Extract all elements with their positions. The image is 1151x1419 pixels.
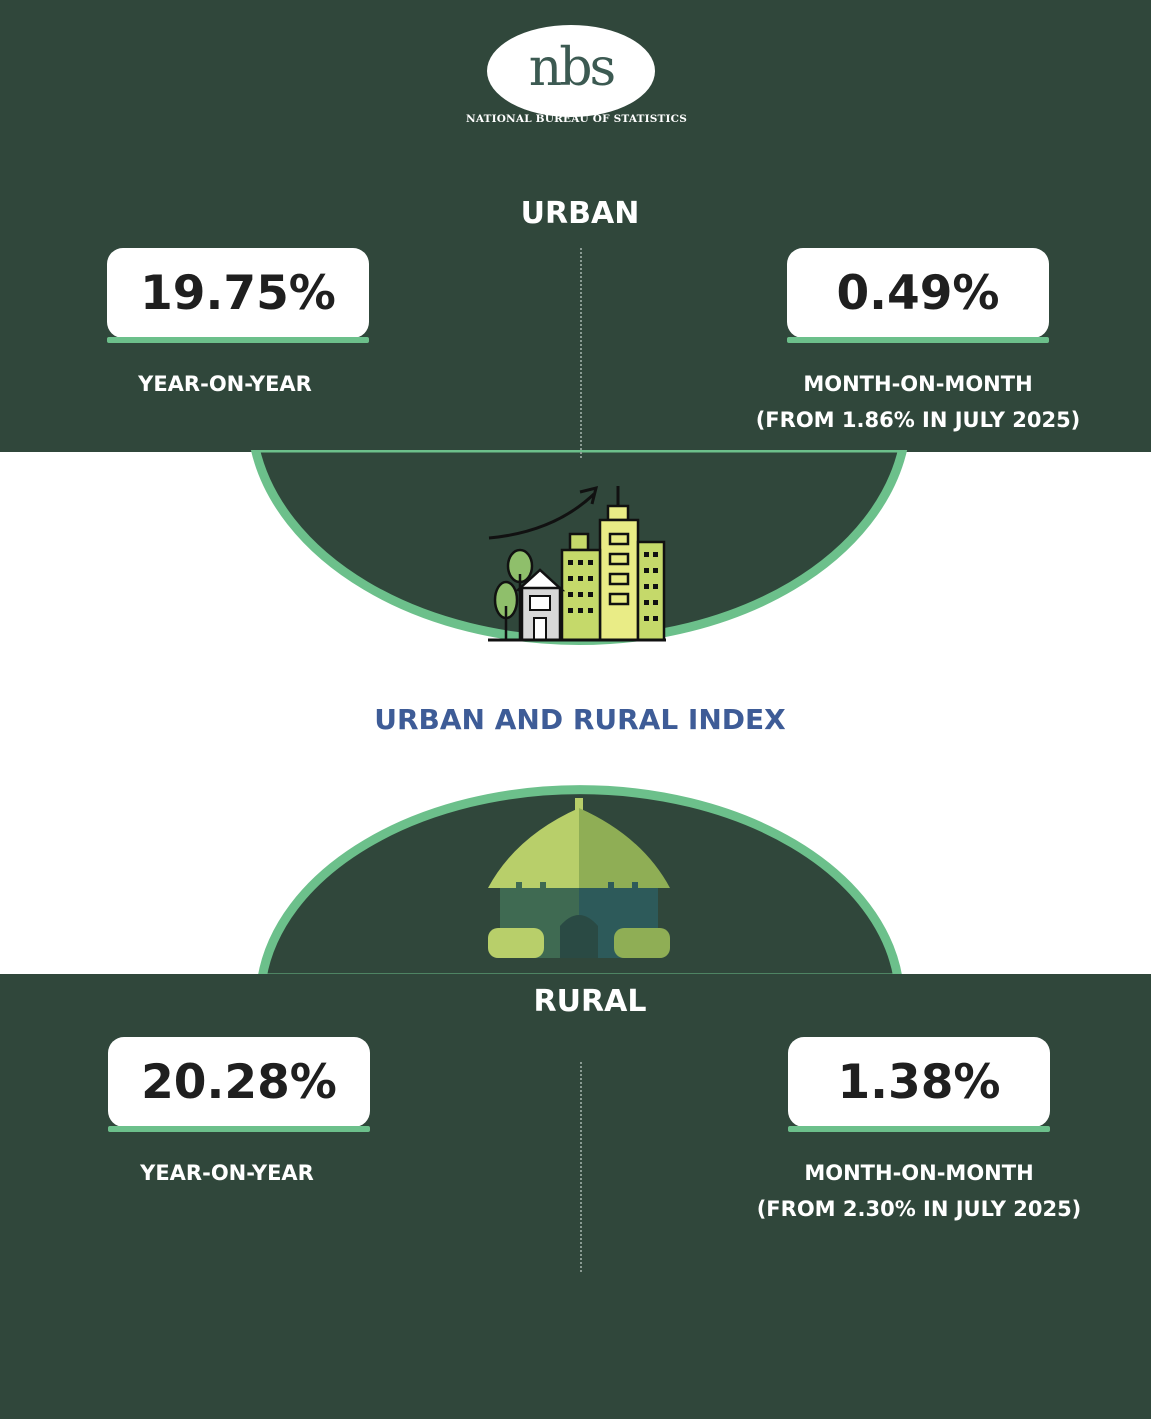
rural-mom-underline [788, 1126, 1050, 1132]
urban-mom-label: MONTH-ON-MONTH [803, 372, 1033, 396]
city-growth-icon [488, 485, 666, 642]
urban-mom-note: (FROM 1.86% IN JULY 2025) [755, 408, 1081, 432]
index-title: URBAN AND RURAL INDEX [374, 703, 786, 736]
nbs-logo: nbs [487, 25, 655, 117]
logo-text: nbs [528, 38, 616, 98]
urban-yoy-value: 19.75% [107, 248, 369, 338]
rural-title: RURAL [533, 984, 647, 1019]
urban-mom-value: 0.49% [787, 248, 1049, 338]
rural-mom-label: MONTH-ON-MONTH [804, 1161, 1034, 1185]
rural-mom-value: 1.38% [788, 1037, 1050, 1127]
rural-yoy-label: YEAR-ON-YEAR [140, 1161, 314, 1185]
rural-yoy-underline [108, 1126, 370, 1132]
rural-yoy-value: 20.28% [108, 1037, 370, 1127]
urban-yoy-underline [107, 337, 369, 343]
org-name: NATIONAL BUREAU OF STATISTICS [466, 113, 687, 125]
urban-title: URBAN [520, 196, 640, 231]
urban-yoy-label: YEAR-ON-YEAR [138, 372, 312, 396]
hut-icon [488, 798, 670, 958]
rural-mom-note: (FROM 2.30% IN JULY 2025) [756, 1197, 1082, 1221]
urban-divider [580, 248, 582, 458]
urban-mom-underline [787, 337, 1049, 343]
rural-divider [580, 1062, 582, 1272]
